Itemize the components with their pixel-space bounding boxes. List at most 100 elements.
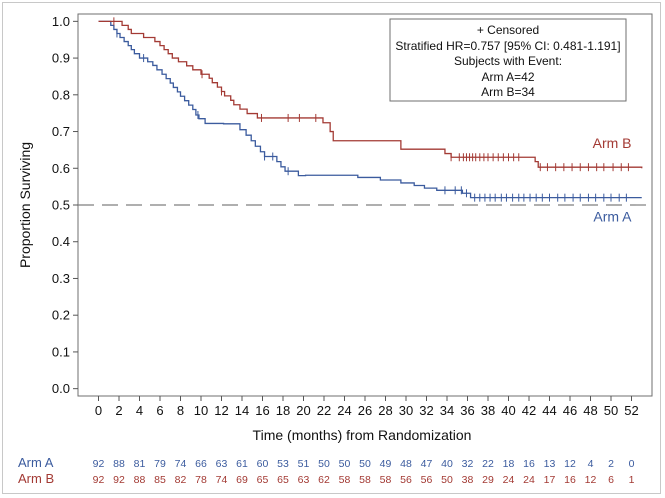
x-tick-label: 38 <box>481 403 495 418</box>
at-risk-count: 60 <box>257 458 269 470</box>
y-tick-label: 0.2 <box>52 308 70 323</box>
y-tick-label: 0.3 <box>52 271 70 286</box>
at-risk-count: 65 <box>257 474 269 486</box>
at-risk-count: 81 <box>134 458 146 470</box>
at-risk-count: 62 <box>318 474 330 486</box>
at-risk-count: 78 <box>195 474 207 486</box>
at-risk-table: Arm A 92 88 81 79 74 66 63 61 60 53 51 50 50 50 49 48 47 4… <box>18 455 635 486</box>
y-tick-label: 0.9 <box>52 51 70 66</box>
x-tick-label: 2 <box>115 403 122 418</box>
legend-arm-a-events: Arm A=42 <box>481 70 534 84</box>
x-tick-label: 26 <box>358 403 372 418</box>
legend-box: + Censored Stratified HR=0.757 [95% CI: … <box>389 18 627 102</box>
at-risk-count: 49 <box>380 458 392 470</box>
x-tick-label: 44 <box>542 403 556 418</box>
y-tick-label: 0.1 <box>52 344 70 359</box>
y-tick-label: 0.4 <box>52 234 70 249</box>
legend-censored: + Censored <box>477 23 539 37</box>
at-risk-count: 16 <box>564 474 576 486</box>
y-tick-label: 0.0 <box>52 381 70 396</box>
at-risk-count: 56 <box>400 474 412 486</box>
at-risk-count: 88 <box>134 474 146 486</box>
x-tick-label: 10 <box>194 403 208 418</box>
at-risk-count: 51 <box>298 458 310 470</box>
at-risk-count: 29 <box>482 474 494 486</box>
x-tick-label: 6 <box>156 403 163 418</box>
x-tick-label: 40 <box>501 403 515 418</box>
at-risk-count: 38 <box>462 474 474 486</box>
x-tick-label: 0 <box>95 403 102 418</box>
at-risk-count: 50 <box>318 458 330 470</box>
series-arm-b <box>98 17 643 172</box>
at-risk-count: 58 <box>359 474 371 486</box>
at-risk-count: 61 <box>236 458 248 470</box>
at-risk-count: 92 <box>113 474 125 486</box>
y-tick-label: 0.7 <box>52 124 70 139</box>
at-risk-count: 47 <box>421 458 433 470</box>
at-risk-count: 74 <box>216 474 228 486</box>
at-risk-count: 48 <box>400 458 412 470</box>
x-tick-label: 32 <box>419 403 433 418</box>
x-tick-label: 48 <box>583 403 597 418</box>
at-risk-count: 1 <box>629 474 635 486</box>
series-label-arm-b: Arm B <box>593 135 632 151</box>
y-axis-label: Proportion Surviving <box>17 142 33 268</box>
x-axis-label: Time (months) from Randomization <box>253 427 472 443</box>
x-tick-label: 20 <box>296 403 310 418</box>
y-tick-label: 0.8 <box>52 87 70 102</box>
at-risk-count: 17 <box>544 474 556 486</box>
x-tick-label: 16 <box>255 403 269 418</box>
x-tick-label: 14 <box>235 403 249 418</box>
y-axis: 0.0 0.1 0.2 0.3 0.4 0.5 0.6 0.7 0.8 0.9 1.0 <box>52 14 78 396</box>
legend-arm-b-events: Arm B=34 <box>481 85 535 99</box>
x-tick-label: 22 <box>317 403 331 418</box>
at-risk-count: 58 <box>380 474 392 486</box>
at-risk-count: 32 <box>462 458 474 470</box>
at-risk-count: 58 <box>339 474 351 486</box>
at-risk-count: 85 <box>154 474 166 486</box>
at-risk-count: 69 <box>236 474 248 486</box>
at-risk-count: 24 <box>523 474 535 486</box>
at-risk-count: 74 <box>175 458 187 470</box>
x-tick-label: 30 <box>399 403 413 418</box>
at-risk-count: 79 <box>154 458 166 470</box>
at-risk-count: 63 <box>216 458 228 470</box>
at-risk-count: 88 <box>113 458 125 470</box>
x-tick-label: 34 <box>440 403 454 418</box>
at-risk-count: 92 <box>93 474 105 486</box>
y-tick-label: 0.5 <box>52 198 70 213</box>
survival-curve-arm-b <box>98 20 643 169</box>
at-risk-count: 50 <box>441 474 453 486</box>
at-risk-count: 18 <box>503 458 515 470</box>
x-tick-label: 42 <box>522 403 536 418</box>
x-axis: 0 2 4 6 8 10 12 14 16 18 20 22 24 26 28 30 32 34 36 38 40 42 4… <box>95 396 639 418</box>
series-label-arm-a: Arm A <box>593 209 632 225</box>
y-tick-label: 1.0 <box>52 14 70 29</box>
legend-subjects-heading: Subjects with Event: <box>454 54 562 68</box>
x-tick-label: 28 <box>378 403 392 418</box>
at-risk-count: 82 <box>175 474 187 486</box>
chart-frame <box>2 2 661 494</box>
series-arm-a <box>98 20 642 202</box>
at-risk-count: 65 <box>277 474 289 486</box>
survival-curve-arm-a <box>98 20 642 199</box>
at-risk-count: 12 <box>585 474 597 486</box>
at-risk-count: 13 <box>544 458 556 470</box>
at-risk-count: 22 <box>482 458 494 470</box>
at-risk-row-label-arm-a: Arm A <box>18 455 54 470</box>
x-tick-label: 8 <box>177 403 184 418</box>
at-risk-count: 2 <box>608 458 614 470</box>
at-risk-count: 24 <box>503 474 515 486</box>
at-risk-count: 6 <box>608 474 614 486</box>
x-tick-label: 18 <box>276 403 290 418</box>
x-tick-label: 12 <box>214 403 228 418</box>
at-risk-count: 53 <box>277 458 289 470</box>
x-tick-label: 4 <box>136 403 143 418</box>
at-risk-count: 66 <box>195 458 207 470</box>
at-risk-count: 0 <box>629 458 635 470</box>
legend-hazard-ratio: Stratified HR=0.757 [95% CI: 0.481-1.191… <box>395 39 620 53</box>
at-risk-count: 50 <box>359 458 371 470</box>
at-risk-count: 12 <box>564 458 576 470</box>
y-tick-label: 0.6 <box>52 161 70 176</box>
